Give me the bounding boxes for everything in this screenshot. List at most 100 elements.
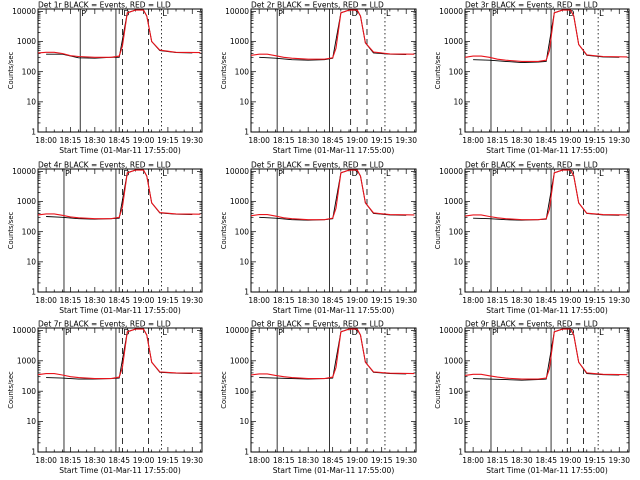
y-tick-label: 1	[31, 288, 36, 297]
x-tick-label: 18:30	[511, 456, 533, 465]
panel-title: Det 4r BLACK = Events, RED = LLD	[38, 161, 171, 170]
time-marker-label: D	[123, 9, 129, 18]
x-axis-label: Start Time (01-Mar-11 17:55:00)	[273, 146, 395, 155]
x-tick-label: 19:00	[560, 136, 582, 145]
plot-frame	[464, 327, 630, 453]
x-axis-label: Start Time (01-Mar-11 17:55:00)	[486, 146, 608, 155]
y-tick-label: 10000	[225, 167, 249, 176]
panel-title: Det 1r BLACK = Events, RED = LLD	[38, 1, 171, 10]
y-tick-label: 10000	[439, 326, 463, 335]
y-tick-label: 1	[458, 448, 463, 457]
plot-frame	[464, 8, 630, 133]
time-marker-label: P	[492, 328, 497, 337]
y-tick-label: 1000	[230, 356, 249, 365]
x-tick-label: 19:00	[346, 456, 368, 465]
y-axis-label: Counts/sec	[7, 212, 15, 250]
panel-title: Det 6r BLACK = Events, RED = LLD	[465, 161, 598, 170]
x-tick-label: 19:30	[608, 456, 630, 465]
time-marker-label: D	[352, 9, 358, 18]
x-tick-label: 19:15	[371, 296, 393, 305]
detector-panel: 1 10 100 1000 10000 18:00 18:15 18:30 18:45 19:00…	[7, 320, 203, 476]
time-marker-label: P	[278, 328, 283, 337]
detector-panel: 1 10 100 1000 10000 18:00 18:15 18:30 18:45 19:00…	[220, 161, 417, 316]
time-marker-label: L	[162, 9, 167, 18]
x-tick-label: 19:00	[133, 136, 155, 145]
y-tick-label: 100	[235, 227, 250, 236]
y-tick-label: 100	[235, 387, 250, 396]
time-marker-label: P	[492, 9, 497, 18]
x-tick-label: 19:00	[346, 136, 368, 145]
x-tick-label: 18:45	[108, 456, 130, 465]
x-tick-label: 19:30	[395, 296, 417, 305]
y-axis-label: Counts/sec	[434, 52, 442, 90]
plot-frame	[464, 168, 630, 293]
x-tick-label: 19:30	[395, 136, 417, 145]
y-tick-label: 10000	[439, 7, 463, 16]
x-tick-label: 19:15	[157, 456, 179, 465]
y-tick-label: 1000	[444, 356, 463, 365]
x-tick-label: 18:30	[84, 136, 106, 145]
x-tick-label: 18:15	[273, 296, 295, 305]
panel-title: Det 7r BLACK = Events, RED = LLD	[38, 320, 171, 329]
time-marker-label: D	[568, 328, 574, 337]
y-tick-label: 1000	[230, 37, 249, 46]
x-tick-label: 18:30	[511, 296, 533, 305]
time-marker-label: L	[386, 169, 391, 178]
x-tick-label: 18:00	[35, 296, 57, 305]
y-tick-label: 100	[449, 387, 464, 396]
y-tick-label: 1000	[17, 356, 36, 365]
series-line-lld	[251, 9, 415, 60]
x-tick-label: 18:15	[487, 296, 509, 305]
x-axis-label: Start Time (01-Mar-11 17:55:00)	[59, 466, 181, 475]
x-tick-label: 19:30	[395, 456, 417, 465]
panel-title: Det 5r BLACK = Events, RED = LLD	[251, 161, 384, 170]
x-tick-label: 19:00	[560, 456, 582, 465]
series-line-lld	[465, 169, 628, 221]
x-tick-label: 19:00	[346, 296, 368, 305]
time-marker-label: D	[352, 169, 358, 178]
series-line-lld	[38, 169, 201, 220]
detector-panel: 1 10 100 1000 10000 18:00 18:15 18:30 18:45 19:00…	[434, 320, 630, 476]
x-tick-label: 18:45	[322, 296, 344, 305]
y-axis-label: Counts/sec	[220, 371, 228, 409]
time-marker-label: D	[123, 169, 129, 178]
x-tick-label: 18:00	[35, 456, 57, 465]
panel-title: Det 2r BLACK = Events, RED = LLD	[251, 1, 384, 10]
y-tick-label: 10	[26, 97, 36, 106]
x-tick-label: 18:15	[60, 456, 82, 465]
x-tick-label: 18:15	[60, 136, 82, 145]
y-tick-label: 10	[239, 417, 249, 426]
series-line-lld	[251, 328, 415, 380]
y-tick-label: 1	[244, 288, 249, 297]
time-marker-label: P	[278, 169, 283, 178]
series-line-lld	[251, 169, 415, 221]
y-tick-label: 1	[458, 128, 463, 137]
x-tick-label: 18:15	[273, 456, 295, 465]
x-tick-label: 18:00	[248, 456, 270, 465]
plot-frame	[250, 8, 417, 133]
x-tick-label: 19:00	[560, 296, 582, 305]
y-axis-label: Counts/sec	[434, 212, 442, 250]
y-tick-label: 1000	[17, 197, 36, 206]
x-tick-label: 19:15	[371, 456, 393, 465]
time-marker-label: L	[162, 169, 167, 178]
time-marker-label: D	[568, 9, 574, 18]
time-marker-label: P	[65, 169, 70, 178]
time-marker-label: L	[599, 9, 604, 18]
y-tick-label: 10	[26, 417, 36, 426]
y-tick-label: 10	[26, 257, 36, 266]
y-tick-label: 1000	[17, 37, 36, 46]
panel-title: Det 9r BLACK = Events, RED = LLD	[465, 320, 598, 329]
time-marker-label: D	[568, 169, 574, 178]
x-tick-label: 19:30	[181, 456, 203, 465]
time-marker-label: L	[599, 328, 604, 337]
series-line-lld	[38, 9, 201, 58]
time-marker-label: P	[492, 169, 497, 178]
x-tick-label: 19:00	[133, 456, 155, 465]
time-marker-label: D	[352, 328, 358, 337]
y-tick-label: 1	[458, 288, 463, 297]
time-marker-label: L	[599, 169, 604, 178]
y-tick-label: 10000	[12, 7, 36, 16]
time-marker-label: P	[65, 328, 70, 337]
